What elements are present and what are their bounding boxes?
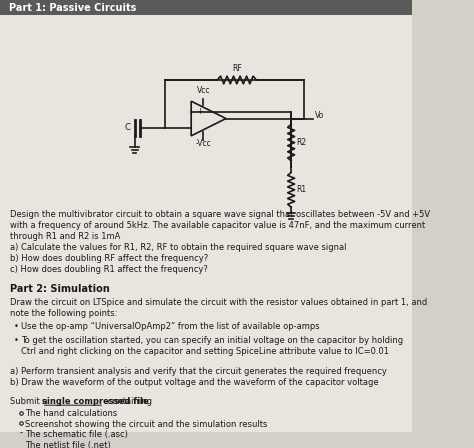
Text: Design the multivibrator circuit to obtain a square wave signal that oscillates : Design the multivibrator circuit to obta… bbox=[10, 210, 430, 219]
Text: b) How does doubling RF affect the frequency?: b) How does doubling RF affect the frequ… bbox=[10, 254, 209, 263]
Text: •: • bbox=[14, 322, 19, 331]
Text: a) Perform transient analysis and verify that the circuit generates the required: a) Perform transient analysis and verify… bbox=[10, 366, 387, 375]
Text: Use the op-amp “UniversalOpAmp2” from the list of available op-amps: Use the op-amp “UniversalOpAmp2” from th… bbox=[21, 322, 319, 331]
Text: -Vcc: -Vcc bbox=[195, 138, 211, 147]
Text: a) Calculate the values for R1, R2, RF to obtain the required square wave signal: a) Calculate the values for R1, R2, RF t… bbox=[10, 243, 347, 252]
Text: Screenshot showing the circuit and the simulation results: Screenshot showing the circuit and the s… bbox=[25, 420, 268, 429]
Text: b) Draw the waveform of the output voltage and the waveform of the capacitor vol: b) Draw the waveform of the output volta… bbox=[10, 378, 379, 387]
Text: C: C bbox=[124, 123, 130, 132]
Text: Submit a: Submit a bbox=[10, 396, 51, 405]
Text: containing: containing bbox=[105, 396, 152, 405]
Text: Vo: Vo bbox=[315, 111, 324, 120]
Text: •: • bbox=[14, 336, 19, 345]
Text: RF: RF bbox=[232, 65, 242, 73]
Text: with a frequency of around 5kHz. The available capacitor value is 47nF, and the : with a frequency of around 5kHz. The ava… bbox=[10, 221, 426, 230]
Text: Part 2: Simulation: Part 2: Simulation bbox=[10, 284, 110, 294]
Text: R1: R1 bbox=[296, 185, 307, 194]
Text: Ctrl and right clicking on the capacitor and setting SpiceLine attribute value t: Ctrl and right clicking on the capacitor… bbox=[21, 347, 389, 356]
Text: To get the oscillation started, you can specify an initial voltage on the capaci: To get the oscillation started, you can … bbox=[21, 336, 403, 345]
Text: +: + bbox=[196, 107, 203, 116]
Text: through R1 and R2 is 1mA: through R1 and R2 is 1mA bbox=[10, 232, 121, 241]
Text: Vcc: Vcc bbox=[197, 86, 210, 95]
Text: The hand calculations: The hand calculations bbox=[25, 409, 118, 418]
Text: note the following points:: note the following points: bbox=[10, 309, 118, 318]
FancyBboxPatch shape bbox=[0, 0, 412, 15]
Text: The schematic file (.asc): The schematic file (.asc) bbox=[25, 430, 128, 439]
Text: c) How does doubling R1 affect the frequency?: c) How does doubling R1 affect the frequ… bbox=[10, 266, 208, 275]
FancyBboxPatch shape bbox=[0, 15, 412, 432]
Text: The netlist file (.net): The netlist file (.net) bbox=[25, 441, 111, 448]
Text: single compressed file: single compressed file bbox=[42, 396, 148, 405]
Text: Part 1: Passive Circuits: Part 1: Passive Circuits bbox=[9, 3, 136, 13]
Text: Draw the circuit on LTSpice and simulate the circuit with the resistor values ob: Draw the circuit on LTSpice and simulate… bbox=[10, 298, 428, 307]
Text: R2: R2 bbox=[296, 138, 307, 147]
